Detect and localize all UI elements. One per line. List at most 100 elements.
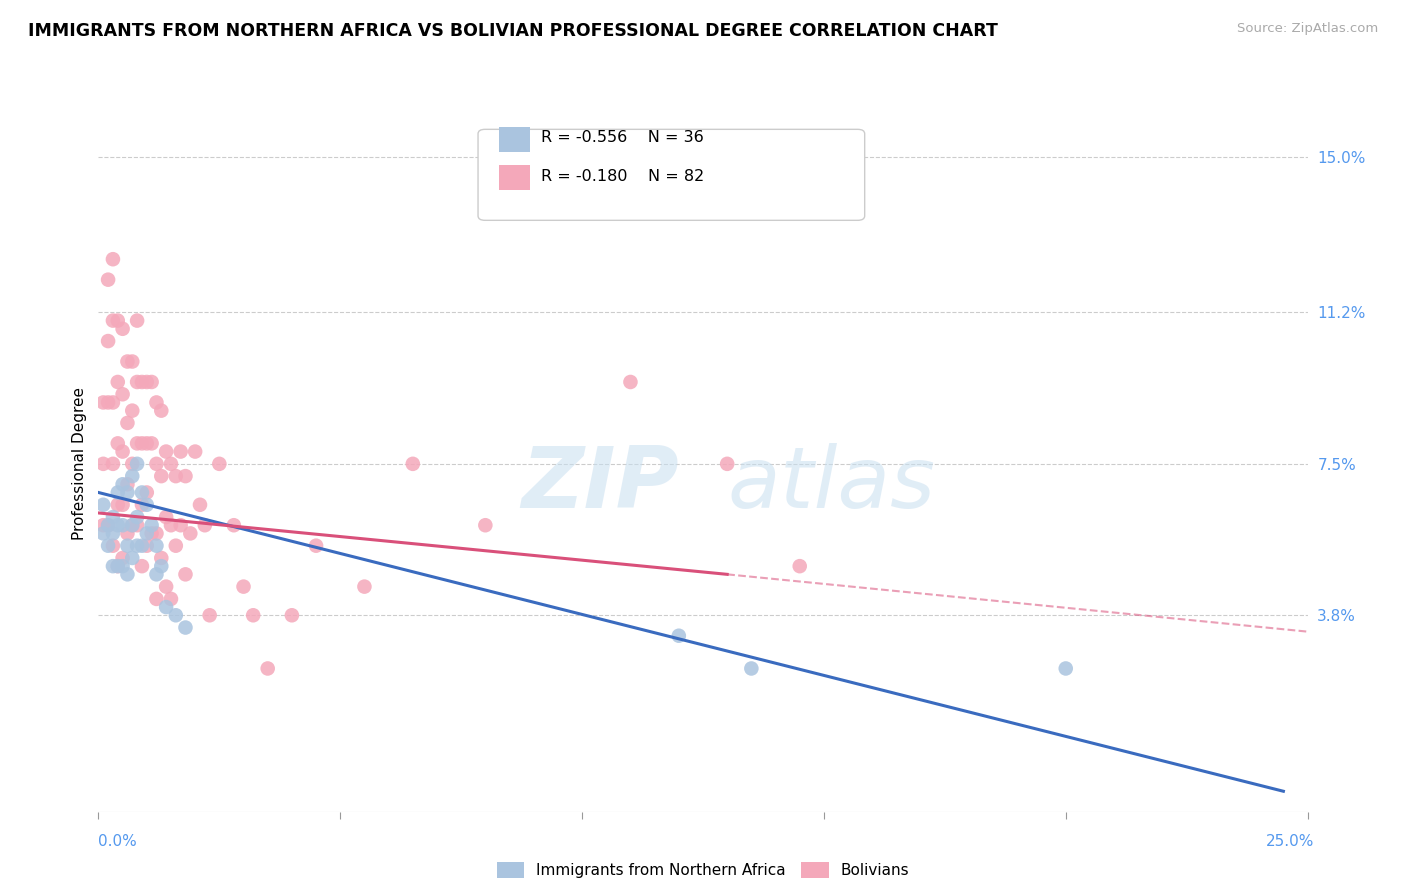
Point xyxy=(198,608,221,623)
Point xyxy=(107,559,129,574)
Point xyxy=(97,395,120,409)
Point xyxy=(169,518,191,533)
Point xyxy=(127,375,149,389)
Point xyxy=(160,457,183,471)
Point xyxy=(135,485,157,500)
Point xyxy=(97,518,120,533)
Point xyxy=(101,559,124,574)
Point xyxy=(117,354,139,368)
Point xyxy=(117,477,139,491)
Point xyxy=(740,661,762,675)
Point xyxy=(121,403,143,417)
Point xyxy=(668,629,690,643)
Point xyxy=(111,518,134,533)
Point xyxy=(145,526,167,541)
Point xyxy=(91,457,114,471)
Point xyxy=(131,559,153,574)
Point xyxy=(97,273,120,287)
Point xyxy=(111,477,134,491)
Point xyxy=(135,526,157,541)
Point xyxy=(107,518,129,533)
Point xyxy=(117,539,139,553)
Point xyxy=(165,469,187,483)
Text: R = -0.180    N = 82: R = -0.180 N = 82 xyxy=(541,169,704,184)
Point xyxy=(111,444,134,458)
Point xyxy=(135,375,157,389)
Point xyxy=(97,539,120,553)
Point xyxy=(127,518,149,533)
Text: atlas: atlas xyxy=(727,443,935,526)
Point xyxy=(160,518,183,533)
Point xyxy=(145,591,167,606)
Point xyxy=(353,580,375,594)
Text: 25.0%: 25.0% xyxy=(1267,834,1315,849)
Point xyxy=(101,526,124,541)
Point xyxy=(1054,661,1077,675)
Point xyxy=(135,436,157,450)
Point xyxy=(184,444,207,458)
Point xyxy=(121,457,143,471)
Point xyxy=(145,539,167,553)
Point xyxy=(141,375,163,389)
Point xyxy=(131,375,153,389)
Point xyxy=(117,526,139,541)
Point xyxy=(789,559,811,574)
Point xyxy=(150,403,173,417)
Legend: Immigrants from Northern Africa, Bolivians: Immigrants from Northern Africa, Bolivia… xyxy=(491,856,915,884)
Point xyxy=(155,444,177,458)
Point xyxy=(174,567,197,582)
Point xyxy=(165,539,187,553)
Point xyxy=(91,498,114,512)
Point xyxy=(107,375,129,389)
Point xyxy=(107,498,129,512)
Point xyxy=(111,322,134,336)
Point xyxy=(127,510,149,524)
Point xyxy=(107,559,129,574)
Point xyxy=(135,539,157,553)
Point xyxy=(107,485,129,500)
Point xyxy=(127,436,149,450)
Point xyxy=(305,539,328,553)
Point xyxy=(155,580,177,594)
Point xyxy=(256,661,278,675)
Point xyxy=(121,469,143,483)
Point xyxy=(111,551,134,566)
Point xyxy=(91,526,114,541)
Point xyxy=(194,518,217,533)
Point xyxy=(101,313,124,327)
Point xyxy=(101,510,124,524)
Point xyxy=(117,416,139,430)
Point xyxy=(135,498,157,512)
Point xyxy=(141,526,163,541)
Point xyxy=(188,498,211,512)
Point xyxy=(107,436,129,450)
Point xyxy=(121,354,143,368)
Point xyxy=(402,457,425,471)
Point xyxy=(131,498,153,512)
Point xyxy=(716,457,738,471)
Point xyxy=(150,559,173,574)
Point xyxy=(165,608,187,623)
Point xyxy=(169,444,191,458)
Point xyxy=(121,518,143,533)
Point xyxy=(150,551,173,566)
Point xyxy=(107,313,129,327)
Point xyxy=(101,252,124,267)
Point xyxy=(179,526,201,541)
Point xyxy=(127,313,149,327)
Text: ZIP: ZIP xyxy=(522,443,679,526)
Point xyxy=(145,457,167,471)
Point xyxy=(117,485,139,500)
Point xyxy=(131,436,153,450)
Y-axis label: Professional Degree: Professional Degree xyxy=(72,387,87,541)
Point xyxy=(111,498,134,512)
Point xyxy=(101,395,124,409)
Point xyxy=(208,457,231,471)
Point xyxy=(155,510,177,524)
Point xyxy=(174,469,197,483)
Point xyxy=(160,591,183,606)
Text: IMMIGRANTS FROM NORTHERN AFRICA VS BOLIVIAN PROFESSIONAL DEGREE CORRELATION CHAR: IMMIGRANTS FROM NORTHERN AFRICA VS BOLIV… xyxy=(28,22,998,40)
Point xyxy=(145,395,167,409)
Point xyxy=(101,539,124,553)
Point xyxy=(111,559,134,574)
